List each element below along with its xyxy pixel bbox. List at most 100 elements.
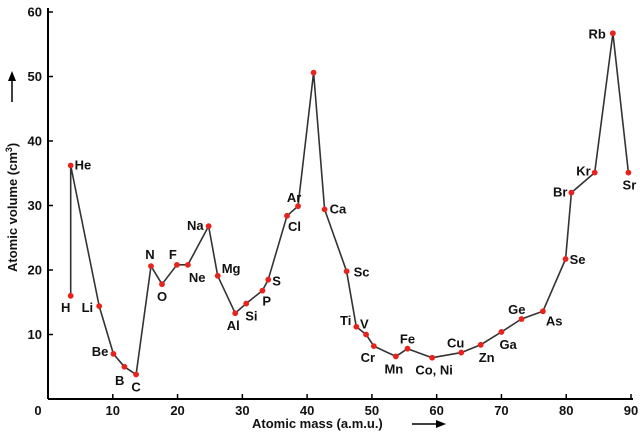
y-tick-label: 10	[28, 327, 42, 342]
y-axis-arrow-icon	[8, 71, 16, 102]
point-label: H	[61, 300, 70, 315]
data-point-marker	[392, 353, 399, 360]
point-label: Li	[82, 300, 94, 315]
point-label: S	[272, 274, 281, 289]
y-tick-label: 30	[28, 198, 42, 213]
x-axis-label: Atomic mass (a.m.u.)	[252, 416, 383, 431]
point-label: Be	[92, 344, 109, 359]
point-label: C	[131, 379, 141, 394]
data-point-marker	[121, 363, 128, 370]
y-tick-label: 60	[28, 5, 42, 20]
data-point-marker	[363, 331, 369, 338]
point-label: N	[145, 247, 154, 262]
x-tick-label: 30	[235, 403, 249, 418]
data-point-marker	[562, 256, 569, 262]
x-tick-label: 70	[494, 403, 508, 418]
data-point-marker	[133, 371, 139, 378]
x-tick-label: 80	[559, 403, 573, 418]
point-label: Mn	[384, 361, 403, 376]
data-point-marker	[259, 287, 266, 294]
x-tick-label: 90	[624, 403, 638, 418]
point-label: Zn	[479, 350, 495, 365]
point-label: Ne	[189, 270, 206, 285]
y-axis-label-main: Atomic volume (cm	[5, 152, 20, 272]
data-point-marker	[625, 169, 632, 176]
y-axis-label-end: )	[5, 143, 20, 147]
data-point-marker	[265, 276, 272, 283]
point-label: Cr	[361, 350, 375, 365]
data-point-marker	[295, 203, 301, 210]
y-tick-label: 50	[28, 69, 42, 84]
tick-marks-and-labels: 0 10 20 30 40 50 60 70 80 90 10 20 30 40 50 60	[28, 5, 639, 419]
data-point-markers	[67, 30, 632, 378]
point-label: Ge	[508, 302, 525, 317]
data-point-marker	[404, 345, 411, 352]
data-point-marker	[429, 354, 436, 361]
data-point-marker	[518, 316, 525, 322]
data-point-marker	[232, 310, 239, 317]
data-point-marker	[284, 212, 290, 219]
data-point-marker	[458, 349, 465, 356]
data-point-marker	[609, 30, 616, 37]
point-label: As	[546, 313, 563, 328]
x-tick-label: 10	[106, 403, 120, 418]
x-tick-label: 20	[170, 403, 184, 418]
data-point-marker	[174, 261, 180, 268]
x-axis-arrow-icon	[412, 420, 446, 428]
data-point-marker	[321, 206, 328, 213]
point-label: B	[115, 373, 124, 388]
point-label: Fe	[400, 332, 415, 347]
data-point-labels: H He Li Be B C N O F Ne Na Mg Al Si PS Cl Ar Ca Sc Ti V Cr Mn F…	[61, 26, 636, 394]
point-label: Cl	[288, 219, 301, 234]
x-tick-label: 60	[429, 403, 443, 418]
data-point-marker	[185, 261, 191, 268]
point-label: Sc	[354, 264, 370, 279]
point-label: Co, Ni	[415, 363, 453, 378]
data-point-marker	[540, 308, 546, 315]
point-label: Kr	[576, 164, 590, 179]
axis-titles: Atomic mass (a.m.u.) Atomic volume (cm3)	[4, 71, 446, 431]
x-tick-label: 40	[300, 403, 314, 418]
x-tick-label: 0	[34, 403, 41, 418]
data-point-marker	[353, 323, 360, 330]
data-point-marker	[498, 329, 505, 335]
point-label: V	[360, 317, 369, 332]
data-point-marker	[214, 272, 221, 279]
point-label: Rb	[589, 26, 606, 41]
data-point-marker	[343, 268, 350, 275]
y-tick-label: 20	[28, 263, 42, 278]
point-label: Mg	[222, 261, 241, 276]
data-point-marker	[148, 263, 154, 270]
point-label: Ca	[330, 201, 347, 216]
data-point-marker	[159, 281, 165, 288]
y-axis-label: Atomic volume (cm3)	[4, 143, 20, 272]
point-label: Si	[245, 309, 257, 324]
data-point-marker	[96, 303, 103, 310]
data-point-marker	[370, 343, 377, 350]
data-point-marker	[205, 223, 212, 230]
data-point-marker	[310, 69, 317, 76]
point-label: Cu	[447, 336, 464, 351]
point-label: F	[169, 247, 177, 262]
data-point-marker	[67, 162, 74, 169]
point-label: Na	[187, 218, 204, 233]
y-tick-label: 40	[28, 134, 42, 149]
data-point-marker	[568, 189, 575, 196]
x-tick-label: 50	[365, 403, 379, 418]
point-label: O	[157, 289, 167, 304]
data-point-marker	[591, 169, 598, 176]
point-label: Br	[553, 185, 567, 200]
point-label: Ti	[340, 313, 351, 328]
point-label: Sr	[623, 178, 637, 193]
y-axis-label-superscript: 3	[4, 147, 14, 152]
point-label: Ga	[499, 337, 517, 352]
data-point-marker	[243, 300, 250, 307]
point-label: P	[262, 294, 271, 309]
data-point-marker	[477, 341, 484, 348]
data-point-marker	[110, 350, 117, 357]
point-label: Ar	[287, 190, 301, 205]
point-label: He	[75, 158, 92, 173]
point-label: Al	[227, 318, 240, 333]
point-label: Se	[570, 252, 586, 267]
